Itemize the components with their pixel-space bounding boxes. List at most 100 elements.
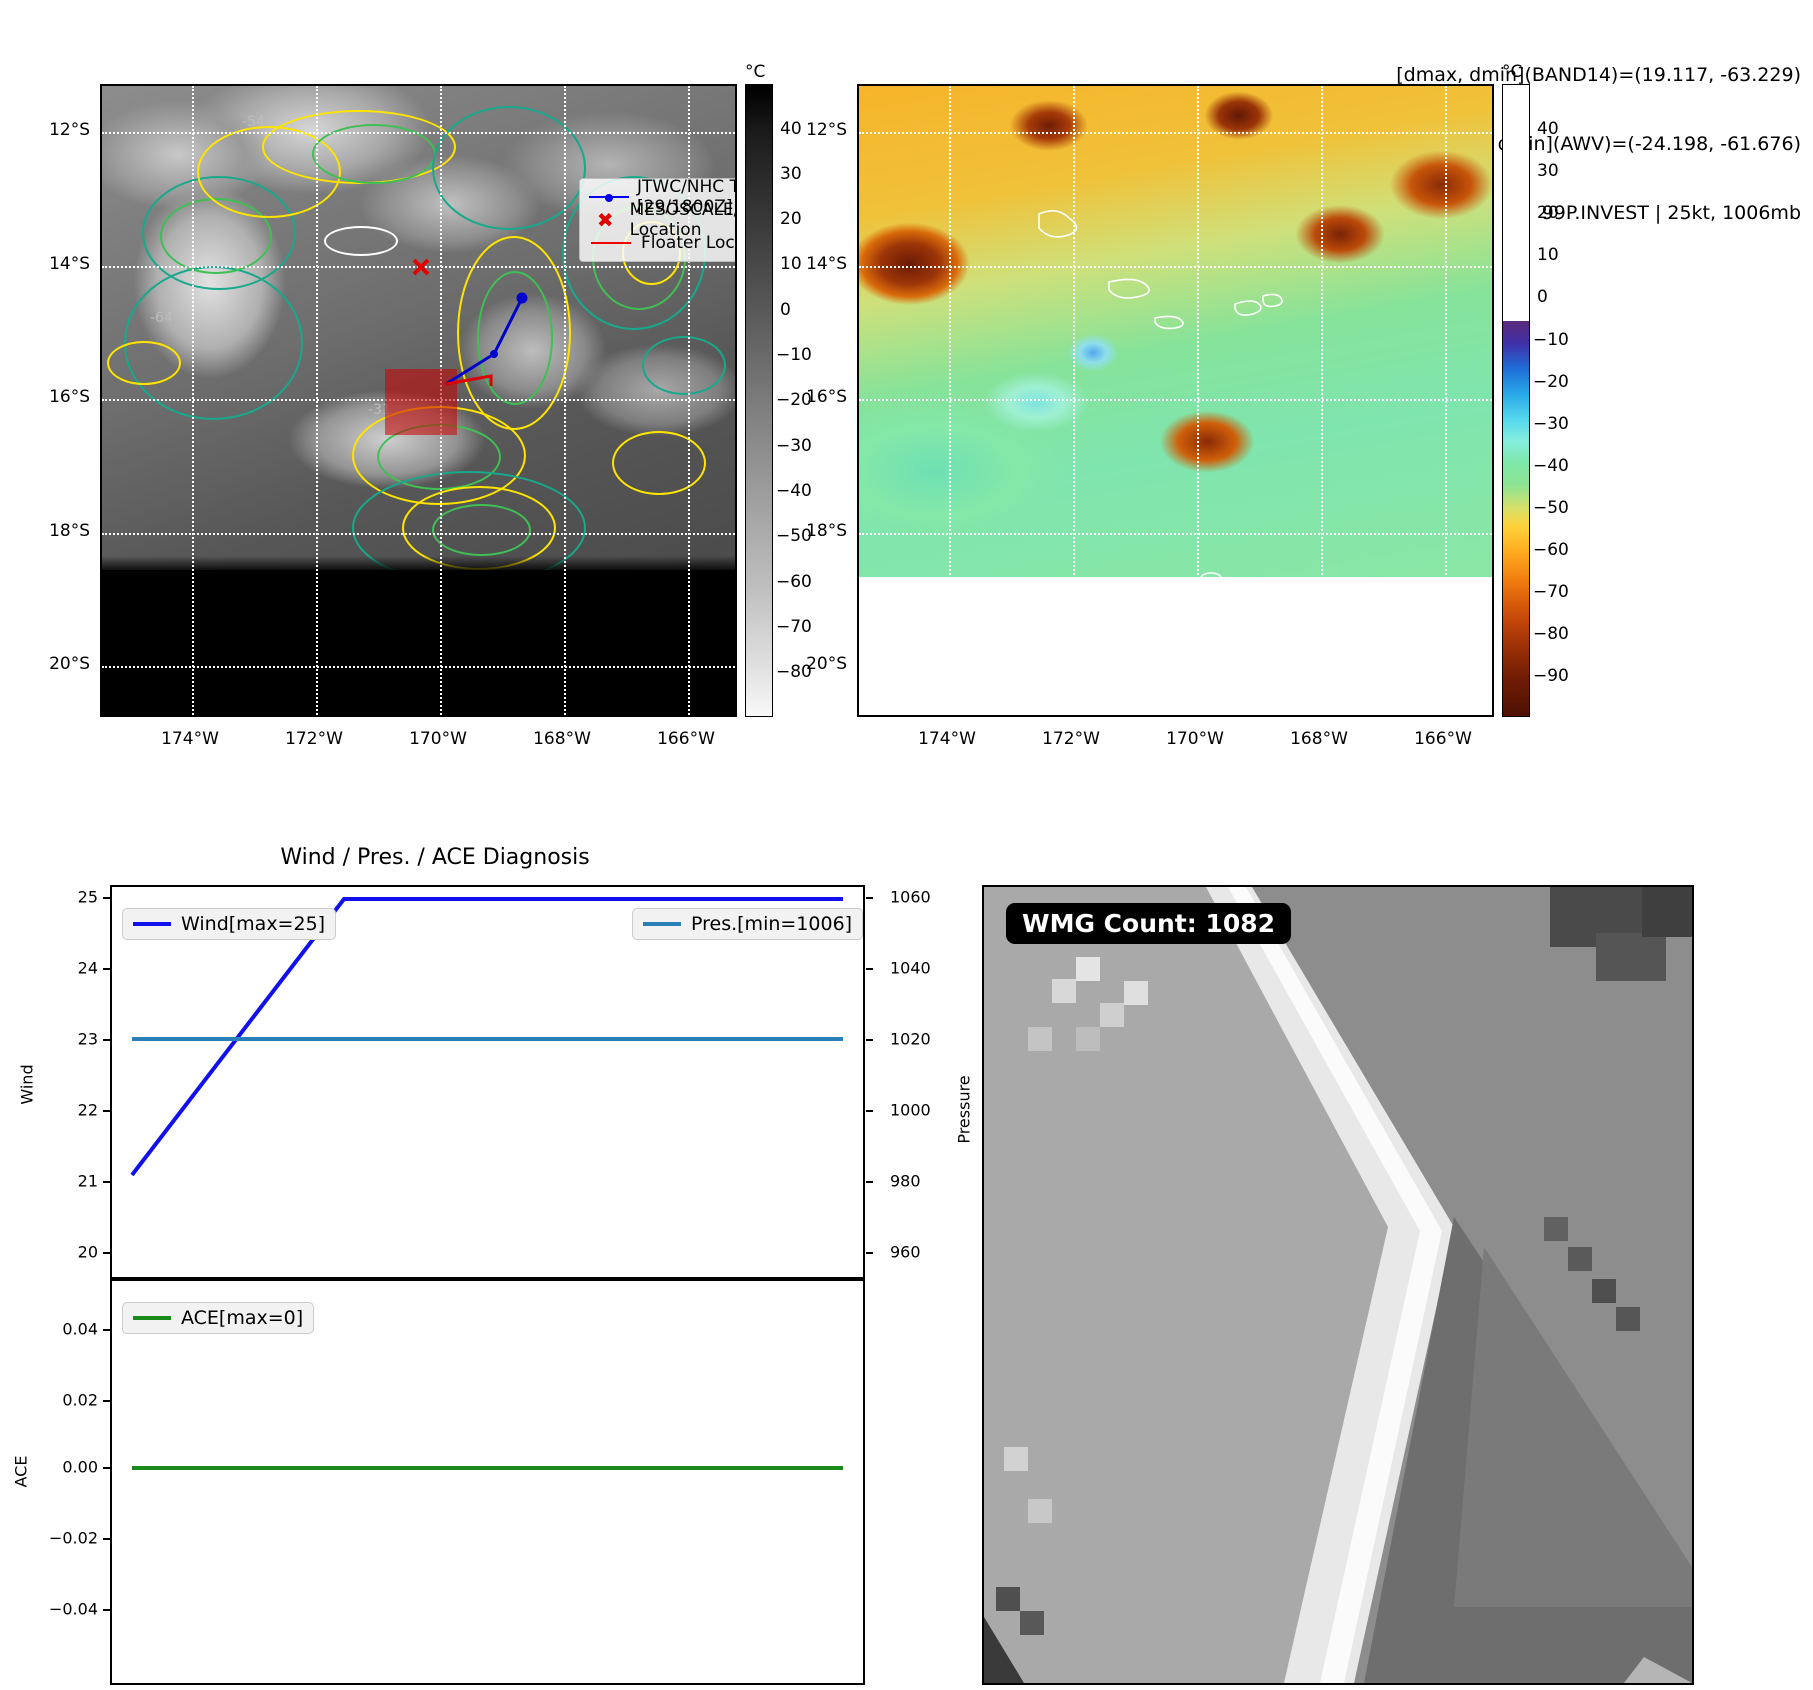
wind-line	[130, 897, 843, 1177]
ir-lon-tick: 170°W	[409, 729, 467, 749]
awv-lat-tick: 18°S	[806, 521, 847, 541]
floater-line-icon	[589, 241, 633, 244]
stat-band14-range: [dmax, dmin](BAND14)=(19.117, -63.229)	[1396, 64, 1801, 86]
awv-colorbar	[1502, 84, 1530, 717]
grid-line-lat	[102, 533, 735, 535]
ir-satellite-map[interactable]: -54 -64 -31 JTWC/NHC Tracks [29/1800Z] ✖…	[100, 84, 737, 717]
ir-lat-tick: 14°S	[49, 254, 90, 274]
contour-ring	[432, 504, 531, 556]
contour-ring	[107, 341, 181, 385]
contour-label: -64	[150, 310, 173, 326]
awv-nodata-region	[859, 576, 1492, 715]
legend-item-floater: Floater Locater	[589, 231, 735, 254]
wind-axis-label: Wind	[17, 1064, 37, 1105]
tick-mark	[103, 897, 110, 899]
contour-label: -54	[242, 114, 265, 130]
tick-mark	[866, 897, 873, 899]
floater-locater-line	[445, 374, 493, 386]
contour-ring	[642, 336, 726, 395]
wind-ytick: 24	[77, 958, 98, 978]
awv-cbar-tick: −20	[1533, 372, 1569, 392]
ir-cbar-tick: −50	[776, 526, 812, 546]
contour-ring	[432, 106, 586, 230]
ir-cbar-tick: −20	[776, 390, 812, 410]
grid-line-lat	[859, 266, 1492, 268]
ace-axis-label: ACE	[11, 1455, 31, 1488]
tick-mark	[103, 1400, 110, 1402]
awv-lon-tick: 170°W	[1166, 729, 1224, 749]
mesoscale-target-marker	[412, 258, 430, 276]
ir-lat-tick: 12°S	[49, 120, 90, 140]
contour-ring	[477, 271, 553, 405]
track-line-icon	[589, 193, 629, 202]
awv-cbar-tick: −10	[1533, 330, 1569, 350]
pressure-legend-label: Pres.[min=1006]	[691, 913, 853, 935]
awv-cbar-tick: 10	[1537, 245, 1559, 265]
ir-cbar-tick: 0	[780, 300, 791, 320]
wind-legend-label: Wind[max=25]	[181, 913, 326, 935]
ir-cbar-tick: 10	[780, 254, 802, 274]
grid-line-lon	[1445, 86, 1447, 715]
awv-satellite-map[interactable]	[857, 84, 1494, 717]
ir-cbar-tick: 30	[780, 164, 802, 184]
legend-item-tracks: JTWC/NHC Tracks [29/1800Z]	[589, 177, 735, 217]
contour-ring	[457, 236, 571, 430]
grid-line-lat	[102, 132, 735, 134]
tick-mark	[103, 1609, 110, 1611]
wind-ytick: 20	[77, 1242, 98, 1262]
wmg-count-badge: WMG Count: 1082	[1006, 903, 1292, 944]
awv-lat-tick: 12°S	[806, 120, 847, 140]
pressure-ytick: 980	[890, 1171, 921, 1191]
wind-ytick: 25	[77, 887, 98, 907]
awv-cbar-tick: −70	[1533, 582, 1569, 602]
wind-ytick: 23	[77, 1029, 98, 1049]
legend-label: Floater Locater	[641, 232, 735, 253]
legend-item-target: ✖ MESOSCALE/TARGET Location	[589, 200, 735, 240]
contour-ring	[612, 431, 706, 495]
ir-cbar-tick: 40	[780, 119, 802, 139]
stat-storm-summary: 99P.INVEST | 25kt, 1006mb	[1541, 202, 1801, 224]
awv-lat-tick: 14°S	[806, 254, 847, 274]
ir-cbar-tick: −70	[776, 617, 812, 637]
jtwc-track-line	[445, 297, 524, 386]
wind-ytick: 22	[77, 1100, 98, 1120]
wind-swatch-icon	[133, 922, 171, 926]
grid-line-lon	[192, 86, 194, 715]
tick-mark	[866, 1110, 873, 1112]
wind-pressure-plot[interactable]	[110, 885, 865, 1279]
pressure-ytick: 1000	[890, 1100, 931, 1120]
tick-mark	[103, 968, 110, 970]
x-marker-icon: ✖	[596, 207, 614, 232]
awv-cbar-tick: −40	[1533, 456, 1569, 476]
ir-cbar-tick: −30	[776, 436, 812, 456]
awv-cbar-tick: 20	[1537, 203, 1559, 223]
pressure-ytick: 1060	[890, 887, 931, 907]
tick-mark	[103, 1538, 110, 1540]
ir-lon-tick: 168°W	[533, 729, 591, 749]
pressure-ytick: 1040	[890, 958, 931, 978]
tick-mark	[866, 1039, 873, 1041]
grid-line-lon	[949, 86, 951, 715]
awv-lon-tick: 174°W	[918, 729, 976, 749]
awv-cbar-tick: −60	[1533, 540, 1569, 560]
ace-plot[interactable]	[110, 1279, 865, 1685]
grid-line-lon	[564, 86, 566, 715]
ir-terminator-region	[102, 556, 735, 715]
ir-cbar-tick: −40	[776, 481, 812, 501]
ace-ytick: −0.02	[48, 1528, 98, 1548]
tick-mark	[103, 1110, 110, 1112]
wmg-pixel-grid	[984, 887, 1692, 1683]
awv-cbar-tick: −90	[1533, 666, 1569, 686]
ir-lat-tick: 20°S	[49, 654, 90, 674]
copyright-notice: Copyright © 2020-2026 Dapiya	[108, 820, 405, 840]
ir-lon-tick: 172°W	[285, 729, 343, 749]
tick-mark	[866, 1181, 873, 1183]
wmg-grid-panel[interactable]	[982, 885, 1694, 1685]
ir-cbar-tick: 20	[780, 209, 802, 229]
ir-cbar-tick: −60	[776, 572, 812, 592]
awv-coastline-overlay	[946, 210, 1283, 590]
legend-label: JTWC/NHC Tracks [29/1800Z]	[637, 176, 737, 217]
awv-cbar-tick: 40	[1537, 119, 1559, 139]
pressure-legend: Pres.[min=1006]	[632, 908, 864, 940]
awv-lon-tick: 168°W	[1290, 729, 1348, 749]
